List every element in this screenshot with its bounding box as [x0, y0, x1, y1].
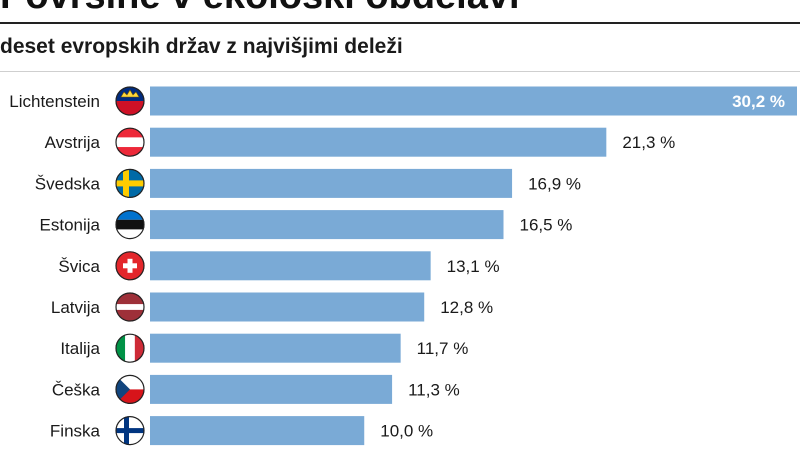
bar-row: Švedska 16,9 %: [35, 168, 581, 198]
value-label: 11,7 %: [417, 339, 469, 358]
category-label: Lichtenstein: [9, 92, 100, 111]
category-label: Estonija: [40, 216, 101, 235]
bar: [150, 292, 425, 322]
bar-row: Lichtenstein 30,2 %: [9, 86, 797, 116]
bar-row: Švica 13,1 %: [58, 251, 500, 281]
bar-row: Finska 10,0 %: [50, 416, 433, 446]
value-label: 16,5 %: [519, 216, 572, 235]
bar-row: Estonija 16,5 %: [40, 210, 572, 240]
category-label: Italija: [60, 339, 100, 358]
value-label: 12,8 %: [440, 298, 493, 317]
value-label: 16,9 %: [528, 174, 581, 193]
bar: [150, 127, 607, 157]
bar: [150, 168, 513, 198]
category-label: Finska: [50, 422, 101, 441]
bar-row: Latvija 12,8 %: [51, 292, 493, 322]
category-label: Latvija: [51, 298, 101, 317]
sweden-flag-icon: [115, 168, 145, 198]
estonia-flag-icon: [115, 210, 145, 240]
italy-flag-icon: [115, 333, 145, 363]
finland-flag-icon: [115, 416, 145, 446]
bar-row: Italija 11,7 %: [60, 333, 469, 363]
subtitle-separator: [0, 71, 800, 72]
bar: [150, 333, 401, 363]
bar: [150, 374, 393, 404]
value-label: 21,3 %: [622, 133, 675, 152]
value-label: 11,3 %: [408, 380, 460, 399]
bar: [150, 251, 431, 281]
austria-flag-icon: [115, 127, 145, 157]
category-label: Švedska: [35, 174, 101, 193]
czechia-flag-icon: [115, 374, 145, 404]
chart-title: Površine v ekološki obdelavi: [0, 0, 520, 18]
value-label: 30,2 %: [732, 92, 785, 111]
latvia-flag-icon: [115, 292, 145, 322]
chart-subtitle: deset evropskih držav z najvišjimi delež…: [0, 35, 403, 58]
bar: [150, 86, 797, 116]
value-label: 13,1 %: [447, 257, 500, 276]
category-label: Švica: [58, 257, 100, 276]
liechtenstein-flag-icon: [115, 86, 145, 116]
bar: [150, 210, 504, 240]
bar: [150, 416, 365, 446]
bar-row: Avstrija 21,3 %: [45, 127, 675, 157]
bar-row: Češka 11,3 %: [52, 374, 460, 404]
title-rule: [0, 22, 800, 24]
category-label: Avstrija: [45, 133, 101, 152]
value-label: 10,0 %: [380, 422, 433, 441]
category-label: Češka: [52, 380, 101, 399]
switzerland-flag-icon: [115, 251, 145, 281]
